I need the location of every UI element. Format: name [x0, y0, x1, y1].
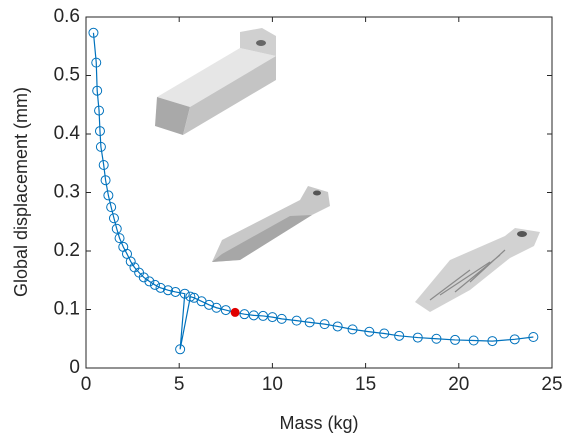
- y-tick-label: 0.1: [54, 299, 80, 320]
- data-point: [88, 27, 99, 38]
- y-tick-label: 0.6: [54, 6, 80, 27]
- y-axis-title: Global displacement (mm): [11, 87, 31, 297]
- data-point: [468, 335, 479, 346]
- data-line: [92, 32, 534, 350]
- data-point: [114, 233, 125, 244]
- data-point: [94, 105, 105, 116]
- data-point: [98, 160, 109, 171]
- x-tick-label: 15: [355, 374, 376, 395]
- data-point: [509, 334, 520, 345]
- x-tick-label: 10: [262, 374, 283, 395]
- data-point: [332, 321, 343, 332]
- data-point: [94, 126, 105, 137]
- data-point: [267, 312, 278, 323]
- y-tick-label: 0.5: [54, 65, 80, 86]
- data-point: [106, 202, 117, 213]
- part-block: [155, 28, 276, 135]
- y-tick-label: 0.2: [54, 240, 80, 261]
- data-point: [394, 330, 405, 341]
- x-axis-title: Mass (kg): [279, 413, 358, 433]
- data-point: [175, 344, 186, 355]
- data-point: [144, 276, 155, 287]
- data-point: [276, 313, 287, 324]
- data-point: [155, 282, 166, 293]
- data-point: [204, 299, 215, 310]
- x-tick-label: 20: [448, 374, 469, 395]
- data-point: [379, 328, 390, 339]
- data-point: [108, 213, 119, 224]
- data-point: [487, 336, 498, 347]
- highlight-point: [230, 307, 240, 317]
- axes-box: [85, 16, 553, 369]
- data-point: [103, 190, 114, 201]
- data-point: [364, 326, 375, 337]
- part-lattice: [415, 228, 540, 312]
- y-tick-label: 0.4: [54, 123, 81, 144]
- data-point: [111, 223, 122, 234]
- data-point: [291, 315, 302, 326]
- x-tick-label: 0: [81, 374, 92, 395]
- data-point: [450, 334, 461, 345]
- data-point: [211, 302, 222, 313]
- data-point: [179, 288, 190, 299]
- data-point: [163, 285, 174, 296]
- data-point: [220, 305, 231, 316]
- data-point: [100, 175, 111, 186]
- data-point: [319, 319, 330, 330]
- x-tick-label: 25: [541, 374, 562, 395]
- data-point: [528, 331, 539, 342]
- data-point: [125, 256, 136, 267]
- data-point: [149, 279, 160, 290]
- data-point: [347, 324, 358, 335]
- x-tick-label: 5: [174, 374, 185, 395]
- data-point: [91, 57, 102, 68]
- data-point: [412, 332, 423, 343]
- y-tick-label: 0: [69, 357, 80, 378]
- data-point: [431, 333, 442, 344]
- y-tick-label: 0.3: [54, 182, 80, 203]
- data-point: [304, 317, 315, 328]
- part-optimized: [212, 186, 330, 262]
- data-point: [92, 85, 103, 96]
- data-point: [95, 141, 106, 152]
- data-point: [170, 286, 181, 297]
